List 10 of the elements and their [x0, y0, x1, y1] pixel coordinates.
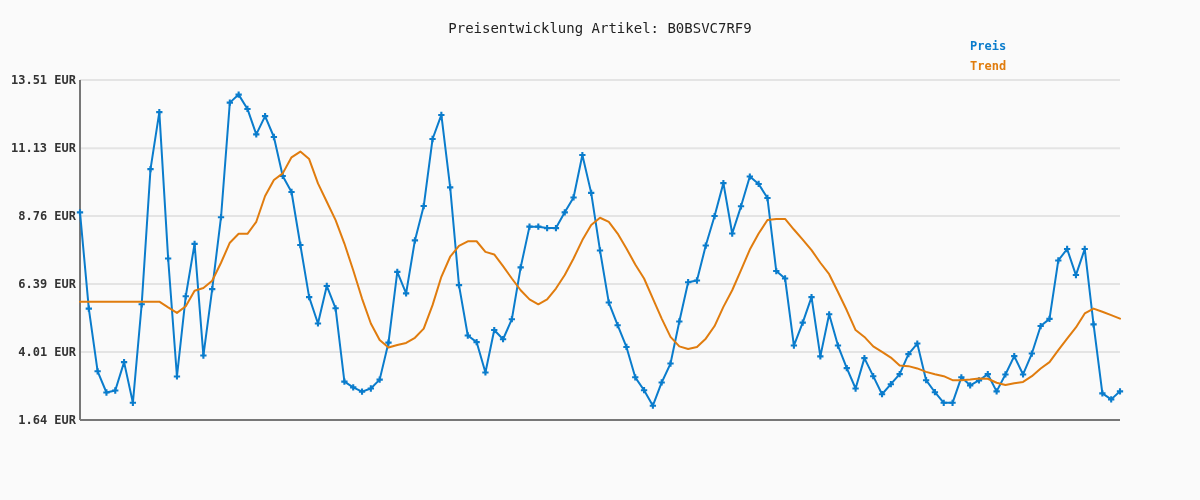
y-tick-label: 8.76 EUR [18, 209, 77, 224]
text: Preis [970, 39, 1007, 53]
y-tick-label: 6.39 EUR [18, 276, 77, 291]
y-tick-label: 1.64 EUR [18, 413, 77, 427]
y-tick-label: 4.01 EUR [18, 345, 77, 360]
line-series [79, 150, 1121, 387]
text: Trend [970, 59, 1007, 73]
chart-title: Preisentwicklung Artikel: B0BSVC7RF9 [448, 20, 752, 36]
y-tick-label: 13.51 EUR [10, 73, 77, 87]
y-tick-label: 11.13 EUR [10, 141, 77, 156]
